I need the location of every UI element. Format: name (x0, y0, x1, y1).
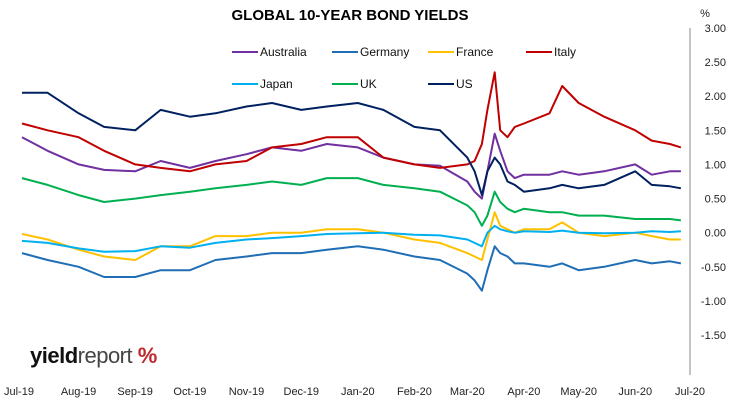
logo-text-yield: yield (30, 343, 78, 368)
x-tick-label: Dec-19 (284, 386, 319, 398)
legend-label-us: US (456, 77, 473, 91)
x-tick-label: Mar-20 (450, 386, 485, 398)
legend-label-italy: Italy (554, 45, 576, 59)
x-tick-label: Jun-20 (618, 386, 652, 398)
y-tick-label: -0.50 (701, 262, 726, 274)
series-line-italy (21, 71, 682, 173)
x-tick-label: Nov-19 (229, 386, 264, 398)
y-tick-label: 0.50 (705, 194, 726, 206)
y-tick-label: 1.50 (705, 125, 726, 137)
y-tick-label: 1.00 (705, 159, 726, 171)
y-tick-label: 0.00 (705, 228, 726, 240)
legend-label-japan: Japan (260, 77, 293, 91)
y-tick-label: 2.00 (705, 91, 726, 103)
logo-text-report: report (77, 343, 133, 368)
x-tick-label: Feb-20 (397, 386, 432, 398)
yieldreport-logo: yieldreport % (30, 343, 157, 369)
y-tick-label: -1.50 (701, 330, 726, 342)
x-tick-label: Jan-20 (341, 386, 375, 398)
series-line-us (22, 91, 682, 197)
series-line-japan (21, 224, 681, 253)
legend-label-uk: UK (360, 77, 377, 91)
y-axis-ticks: 3.00 2.50 2.00 1.50 1.00 0.50 0.00 -0.50 -1.00 -1… (701, 23, 726, 342)
x-tick-label: Apr-20 (507, 386, 540, 398)
x-tick-label: Aug-19 (61, 386, 96, 398)
series-line-germany (21, 245, 682, 292)
logo-percent-mark: % (137, 343, 158, 368)
legend: Australia Germany France Italy Japan UK US (232, 45, 576, 91)
x-axis-ticks: Jul-19 Aug-19 Sep-19 Oct-19 Nov-19 Dec-19 Jan-… (4, 386, 705, 398)
series-line-france (21, 211, 681, 261)
series-lines (21, 71, 682, 292)
legend-label-france: France (456, 45, 494, 59)
y-tick-label: 2.50 (705, 57, 726, 69)
x-tick-label: May-20 (560, 386, 597, 398)
series-line-australia (21, 132, 681, 200)
legend-label-australia: Australia (260, 45, 307, 59)
y-tick-label: -1.00 (701, 296, 726, 308)
chart-title: GLOBAL 10-YEAR BOND YIELDS (232, 7, 469, 24)
x-tick-label: Jul-20 (675, 386, 705, 398)
x-tick-label: Sep-19 (117, 386, 152, 398)
legend-label-germany: Germany (360, 45, 409, 59)
y-axis-unit-label: % (700, 8, 710, 20)
series-line-uk (21, 177, 682, 227)
x-tick-label: Jul-19 (4, 386, 34, 398)
x-tick-label: Oct-19 (173, 386, 206, 398)
y-tick-label: 3.00 (705, 23, 726, 35)
